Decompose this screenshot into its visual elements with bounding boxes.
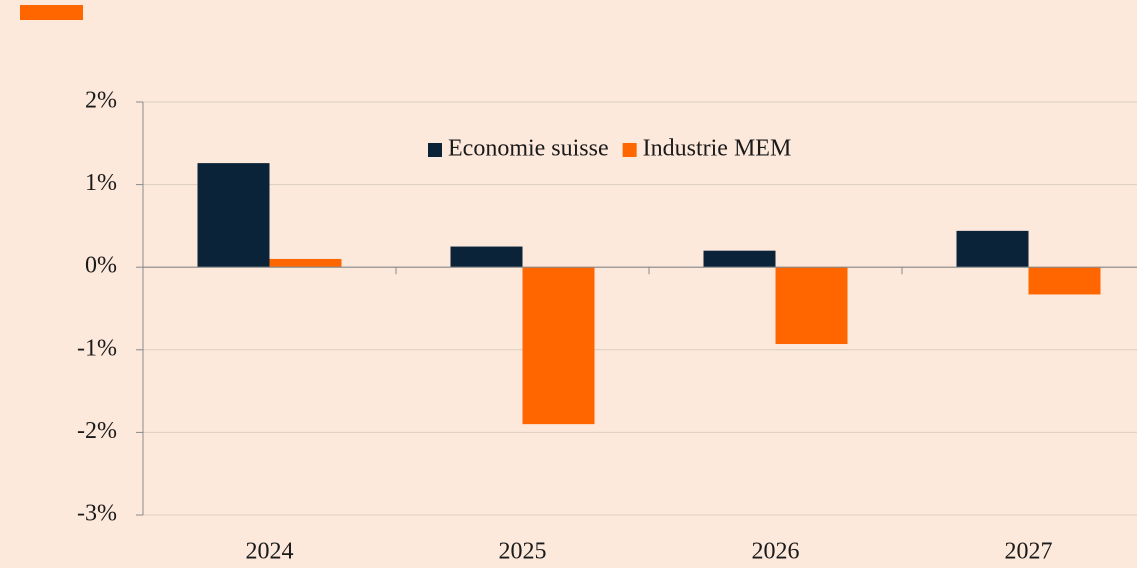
x-tick-label: 2027 bbox=[1005, 539, 1053, 565]
y-tick-label: 0% bbox=[85, 253, 117, 279]
x-tick-label: 2024 bbox=[246, 539, 294, 565]
bar bbox=[703, 250, 776, 268]
bar bbox=[197, 163, 270, 268]
bar bbox=[775, 267, 848, 345]
brand-bar bbox=[20, 5, 83, 20]
y-tick-label: 1% bbox=[85, 170, 117, 196]
bar bbox=[956, 230, 1029, 268]
x-tick-label: 2026 bbox=[752, 539, 800, 565]
y-tick-label: -2% bbox=[77, 418, 117, 444]
legend-swatch bbox=[428, 143, 442, 157]
legend-swatch bbox=[622, 143, 637, 157]
y-tick-label: 2% bbox=[85, 88, 117, 114]
x-tick-label: 2025 bbox=[499, 539, 547, 565]
bar bbox=[450, 246, 523, 268]
legend-label: Industrie MEM bbox=[643, 136, 792, 162]
bar bbox=[1028, 267, 1101, 295]
bar bbox=[269, 258, 342, 268]
legend-label: Economie suisse bbox=[448, 136, 609, 162]
y-tick-label: -1% bbox=[77, 335, 117, 361]
bar bbox=[522, 267, 595, 425]
y-tick-label: -3% bbox=[77, 501, 117, 527]
